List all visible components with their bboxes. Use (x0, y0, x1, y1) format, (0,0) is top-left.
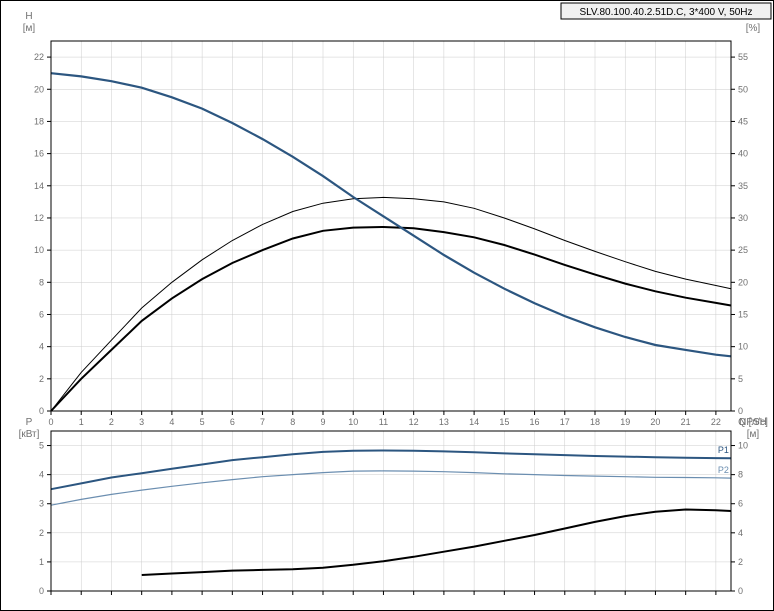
h-axis-unit: [м] (23, 23, 36, 34)
x-tick-label: 21 (681, 417, 691, 427)
h-tick-label: 14 (34, 181, 44, 191)
h-tick-label: 8 (39, 277, 44, 287)
npsh-tick-label: 6 (738, 499, 743, 509)
x-tick-label: 5 (200, 417, 205, 427)
h-tick-label: 10 (34, 245, 44, 255)
h-tick-label: 20 (34, 84, 44, 94)
x-tick-label: 16 (530, 417, 540, 427)
x-tick-label: 2 (109, 417, 114, 427)
x-tick-label: 19 (620, 417, 630, 427)
p2-label: P2 (718, 465, 729, 475)
pump-curve-chart: 0246810121416182022051015202530354045505… (1, 1, 773, 610)
x-tick-label: 3 (139, 417, 144, 427)
p1-label: P1 (718, 445, 729, 455)
eta-tick-label: 15 (738, 309, 748, 319)
x-tick-label: 17 (560, 417, 570, 427)
x-tick-label: 6 (230, 417, 235, 427)
x-tick-label: 13 (439, 417, 449, 427)
p-tick-label: 3 (39, 499, 44, 509)
eta-axis-unit: [%] (746, 23, 761, 34)
x-tick-label: 22 (711, 417, 721, 427)
x-tick-label: 8 (290, 417, 295, 427)
h-tick-label: 2 (39, 374, 44, 384)
chart-container: 0246810121416182022051015202530354045505… (0, 0, 774, 611)
bottom-plot-area (51, 431, 731, 591)
npsh-tick-label: 10 (738, 441, 748, 451)
p-tick-label: 4 (39, 470, 44, 480)
x-tick-label: 7 (260, 417, 265, 427)
h-tick-label: 16 (34, 149, 44, 159)
x-tick-label: 4 (169, 417, 174, 427)
x-tick-label: 20 (650, 417, 660, 427)
h-axis-label: H (25, 11, 32, 22)
h-tick-label: 12 (34, 213, 44, 223)
eta-tick-label: 0 (738, 406, 743, 416)
x-tick-label: 10 (348, 417, 358, 427)
eta-tick-label: 45 (738, 116, 748, 126)
npsh-tick-label: 8 (738, 470, 743, 480)
npsh-tick-label: 4 (738, 528, 743, 538)
h-tick-label: 6 (39, 309, 44, 319)
h-tick-label: 4 (39, 342, 44, 352)
x-tick-label: 1 (79, 417, 84, 427)
h-tick-label: 22 (34, 52, 44, 62)
p-tick-label: 2 (39, 528, 44, 538)
top-plot-area (51, 41, 731, 411)
x-tick-label: 14 (469, 417, 479, 427)
npsh-tick-label: 2 (738, 557, 743, 567)
x-tick-label: 12 (409, 417, 419, 427)
title-text: SLV.80.100.40.2.51D.C, 3*400 V, 50Hz (579, 7, 752, 18)
eta-tick-label: 40 (738, 149, 748, 159)
p-tick-label: 1 (39, 557, 44, 567)
x-tick-label: 11 (379, 417, 388, 427)
p-tick-label: 5 (39, 441, 44, 451)
x-tick-label: 0 (48, 417, 53, 427)
eta-tick-label: 35 (738, 181, 748, 191)
eta-tick-label: 30 (738, 213, 748, 223)
p-tick-label: 0 (39, 586, 44, 596)
x-tick-label: 18 (590, 417, 600, 427)
x-tick-label: 15 (499, 417, 509, 427)
eta-tick-label: 55 (738, 52, 748, 62)
eta-tick-label: 50 (738, 84, 748, 94)
p-axis-unit: [кВт] (19, 429, 40, 440)
npsh-tick-label: 0 (738, 586, 743, 596)
eta-tick-label: 10 (738, 342, 748, 352)
npsh-axis-unit: [м] (747, 429, 760, 440)
h-tick-label: 0 (39, 406, 44, 416)
eta-tick-label: 5 (738, 374, 743, 384)
npsh-axis-label: NPSH (739, 417, 767, 428)
eta-tick-label: 25 (738, 245, 748, 255)
x-tick-label: 9 (320, 417, 325, 427)
h-tick-label: 18 (34, 116, 44, 126)
eta-tick-label: 20 (738, 277, 748, 287)
p-axis-label: P (26, 417, 33, 428)
